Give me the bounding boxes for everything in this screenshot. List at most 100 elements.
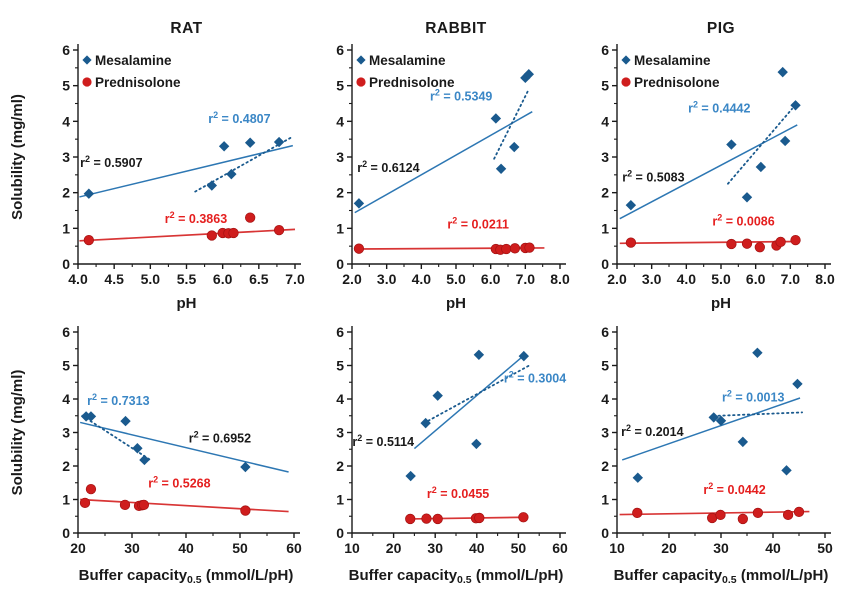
x-tick-label: 7.0: [516, 271, 536, 287]
x-tick-label: 6.0: [481, 271, 501, 287]
axes: [616, 44, 831, 265]
trendline-prednisolone-solid: [80, 498, 289, 513]
data-point-prednisolone: [775, 236, 786, 248]
x-tick-label: 7.0: [781, 271, 801, 287]
data-point-mesalamine: [273, 136, 285, 148]
x-tick-label: 10: [344, 540, 360, 556]
x-tick-label: 40: [469, 540, 485, 556]
panel-title: PIG: [707, 20, 735, 37]
r2-annotation: r2 = 0.4442: [688, 99, 750, 115]
data-point-prednisolone: [754, 242, 765, 253]
x-tick-label: 60: [552, 540, 568, 556]
legend-label-prednisolone: Prednisolone: [634, 75, 720, 90]
r2-annotation: r2 = 0.3004: [504, 369, 566, 385]
y-axis-title: Solubility (mg/ml): [9, 94, 26, 220]
y-tick-label: 1: [62, 492, 70, 508]
r2-annotation: r2 = 0.0086: [712, 212, 774, 228]
data-point-prednisolone: [245, 212, 256, 223]
mesalamine-marker-icon: [82, 55, 92, 65]
y-tick-label: 0: [62, 525, 70, 541]
y-tick-label: 1: [601, 220, 609, 236]
data-point-prednisolone: [83, 234, 94, 246]
x-tick-label: 8.0: [550, 271, 570, 287]
r2-annotation: r2 = 0.6952: [189, 430, 251, 446]
y-tick-label: 2: [336, 458, 344, 474]
data-point-mesalamine: [752, 347, 763, 358]
prednisolone-marker-icon: [356, 77, 366, 87]
r2-annotation: r2 = 0.5907: [80, 154, 142, 170]
x-tick-label: 4.0: [68, 271, 88, 287]
data-point-mesalamine: [518, 350, 530, 362]
data-point-mesalamine: [737, 436, 749, 448]
y-tick-label: 3: [62, 425, 70, 441]
data-point-mesalamine: [715, 415, 727, 426]
x-tick-label: 20: [386, 540, 402, 556]
data-point-mesalamine: [777, 66, 788, 78]
trendline-prednisolone-solid: [79, 228, 296, 242]
data-point-mesalamine: [632, 472, 643, 483]
data-point-mesalamine: [120, 415, 131, 427]
y-tick-label: 6: [601, 42, 609, 58]
y-tick-label: 6: [601, 324, 609, 340]
data-point-mesalamine: [139, 454, 150, 466]
y-tick-label: 3: [62, 149, 70, 165]
data-point-mesalamine: [741, 192, 753, 203]
x-tick-label: 30: [713, 540, 729, 556]
y-tick-label: 4: [601, 391, 609, 407]
x-tick-label: 40: [765, 540, 781, 556]
data-point-prednisolone: [206, 230, 217, 241]
data-point-prednisolone: [240, 505, 251, 516]
data-point-prednisolone: [726, 238, 737, 250]
x-tick-label: 30: [427, 540, 443, 556]
data-point-mesalamine: [779, 135, 791, 147]
data-point-mesalamine: [520, 72, 531, 84]
data-point-prednisolone: [421, 513, 432, 524]
y-tick-label: 6: [336, 42, 344, 58]
x-tick-label: 2.0: [342, 271, 362, 287]
trendline-mesalamine-solid: [619, 124, 798, 220]
y-tick-label: 5: [336, 78, 344, 94]
data-point-mesalamine: [206, 180, 218, 191]
trendline-mesalamine-dotted: [423, 364, 531, 425]
x-tick-label: 6.0: [746, 271, 766, 287]
axes: [351, 326, 566, 534]
data-point-prednisolone: [793, 506, 805, 518]
y-tick-label: 2: [62, 185, 70, 201]
panel-rat-ph: 4.0 4.5 5.0 5.5 6.0 6.5 7.0 0 1 2 3 4 5 6 RAT pH Solubil…: [9, 20, 305, 312]
data-point-mesalamine: [523, 69, 534, 80]
y-tick-label: 5: [601, 78, 609, 94]
trendline-prednisolone-solid: [619, 240, 798, 245]
trendline-mesalamine-solid: [79, 144, 294, 198]
y-tick-label: 6: [62, 42, 70, 58]
x-tick-label: 8.0: [815, 271, 835, 287]
data-point-mesalamine: [432, 390, 443, 401]
r2-annotation: r2 = 0.7313: [87, 392, 149, 408]
y-tick-label: 5: [336, 358, 344, 374]
y-tick-label: 4: [336, 391, 344, 407]
y-tick-label: 1: [62, 220, 70, 236]
data-point-mesalamine: [240, 461, 251, 473]
x-tick-label: 10: [609, 540, 625, 556]
y-tick-label: 6: [336, 324, 344, 340]
data-point-mesalamine: [495, 163, 507, 174]
data-point-prednisolone: [85, 483, 97, 495]
x-tick-label: 60: [286, 540, 302, 556]
r2-annotation: r2 = 0.5349: [430, 88, 492, 104]
data-point-prednisolone: [432, 513, 443, 525]
mesalamine-marker-icon: [356, 55, 366, 65]
y-tick-label: 0: [336, 525, 344, 541]
axes: [77, 326, 300, 534]
y-tick-label: 0: [336, 256, 344, 272]
data-point-mesalamine: [509, 141, 520, 153]
y-tick-label: 1: [336, 220, 344, 236]
x-tick-label: 6.5: [249, 271, 269, 287]
y-tick-label: 4: [62, 391, 70, 407]
panel-rabbit-buffer: 10 20 30 40 50 60 0 1 2 3 4 5 6 Buffer capacity0.5 (m…: [336, 324, 568, 586]
axes: [351, 44, 566, 265]
data-point-prednisolone: [501, 243, 512, 255]
panel-rabbit-ph: 2.0 3.0 4.0 5.0 6.0 7.0 8.0 0 1 2 3 4 5 6 RABBIT pH r2 =…: [336, 20, 570, 312]
y-tick-label: 4: [62, 113, 70, 129]
data-point-mesalamine: [726, 139, 737, 150]
x-tick-label: 4.5: [104, 271, 124, 287]
